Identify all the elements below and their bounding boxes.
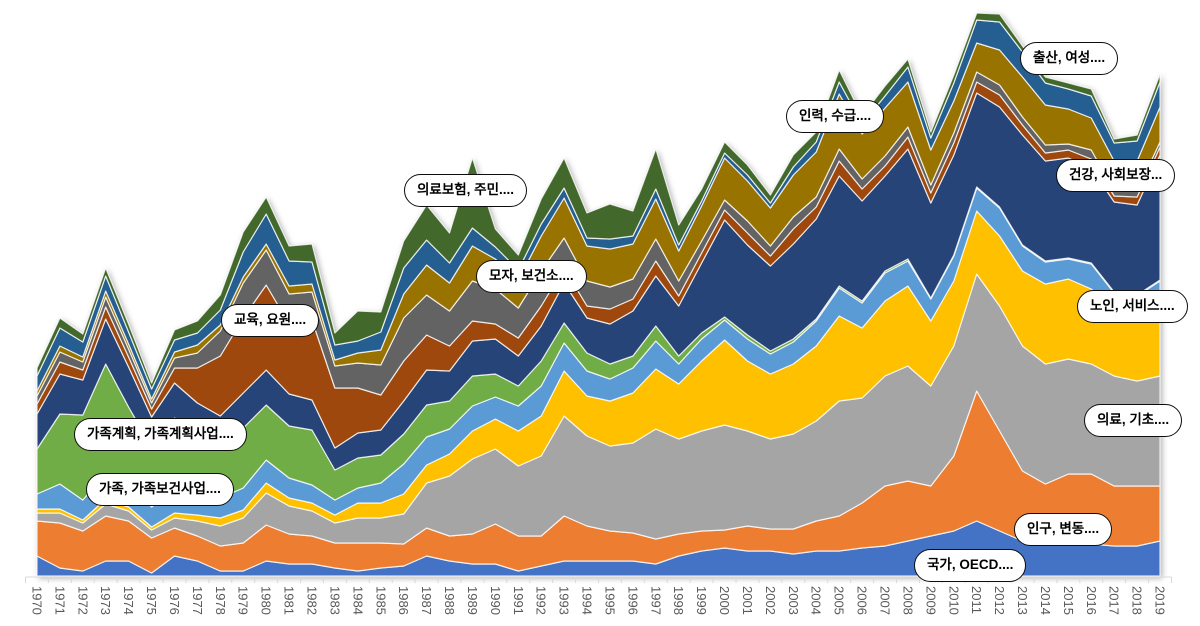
x-axis-label: 1978 xyxy=(213,586,228,615)
x-axis-label: 2011 xyxy=(969,586,984,614)
x-axis-label: 2016 xyxy=(1084,586,1099,615)
x-axis-label: 2000 xyxy=(717,586,732,615)
series-callout-7: 건강, 사회보장... xyxy=(1056,159,1176,192)
x-axis-label: 1973 xyxy=(98,586,113,615)
x-axis-label: 2018 xyxy=(1130,586,1145,615)
series-callout-12: 출산, 여성.... xyxy=(1020,42,1119,75)
x-axis-label: 2007 xyxy=(878,586,893,615)
x-axis-label: 1989 xyxy=(465,586,480,615)
x-axis-label: 2002 xyxy=(763,586,778,615)
x-axis-label: 1981 xyxy=(282,586,297,615)
x-axis-label: 1971 xyxy=(52,586,67,615)
x-axis-label: 1990 xyxy=(488,586,503,615)
x-axis-label: 2013 xyxy=(1015,586,1030,615)
series-callout-2: 인구, 변동.... xyxy=(1014,513,1113,546)
x-axis-label: 2015 xyxy=(1061,586,1076,615)
x-axis-label: 1982 xyxy=(305,586,320,615)
x-axis-label: 1997 xyxy=(648,586,663,615)
series-callout-8: 교육, 요원.... xyxy=(221,304,320,337)
x-axis-label: 1976 xyxy=(167,586,182,615)
x-axis-label: 1992 xyxy=(534,586,549,615)
x-axis-label: 2003 xyxy=(786,586,801,615)
x-axis-label: 1998 xyxy=(671,586,686,615)
area-series-12 xyxy=(36,12,1161,390)
series-callout-6: 가족계획, 가족계획사업.... xyxy=(74,418,247,451)
x-axis-label: 2014 xyxy=(1038,586,1053,615)
x-axis-label: 1991 xyxy=(511,586,526,615)
x-axis-label: 1980 xyxy=(259,586,274,615)
x-axis-label: 2017 xyxy=(1107,586,1122,615)
x-axis-label: 1972 xyxy=(75,586,90,615)
x-axis-label: 1970 xyxy=(29,586,44,615)
x-axis-label: 1988 xyxy=(442,586,457,615)
series-callout-11: 인력, 수급.... xyxy=(786,100,885,133)
series-callout-3: 의료, 기초.... xyxy=(1084,404,1183,437)
x-axis-label: 1975 xyxy=(144,586,159,615)
series-callout-10: 의료보험, 주민.... xyxy=(404,174,528,207)
series-callout-4: 노인, 서비스.... xyxy=(1077,290,1188,323)
x-axis-label: 1999 xyxy=(694,586,709,615)
x-axis-label: 2006 xyxy=(855,586,870,615)
x-axis-label: 1974 xyxy=(121,586,136,615)
x-axis-label: 1987 xyxy=(419,586,434,615)
x-axis-label: 1985 xyxy=(373,586,388,615)
x-axis-label: 1977 xyxy=(190,586,205,615)
x-axis-label: 1995 xyxy=(602,586,617,615)
x-axis-label: 2009 xyxy=(923,586,938,615)
x-axis-label: 1986 xyxy=(396,586,411,615)
series-callout-9: 모자, 보건소.... xyxy=(476,260,587,293)
x-axis-label: 1983 xyxy=(327,586,342,615)
x-axis-label: 2012 xyxy=(992,586,1007,615)
x-axis-label: 1994 xyxy=(580,586,595,615)
series-callout-5: 가족, 가족보건사업.... xyxy=(86,473,234,506)
x-axis-label: 1993 xyxy=(557,586,572,615)
x-axis-label: 2019 xyxy=(1153,586,1168,615)
x-axis-label: 2008 xyxy=(900,586,915,615)
series-callout-1: 국가, OECD.... xyxy=(914,549,1027,582)
x-axis-label: 2010 xyxy=(946,586,961,615)
x-axis-label: 1979 xyxy=(236,586,251,615)
x-axis-label: 2004 xyxy=(809,586,824,615)
x-axis-label: 2001 xyxy=(740,586,755,615)
x-axis-label: 2005 xyxy=(832,586,847,615)
x-axis-label: 1984 xyxy=(350,586,365,615)
x-axis-label: 1996 xyxy=(625,586,640,615)
x-axis: 1970 1971 1972 1973 1974 1975 1976 1977 1978 1979… xyxy=(25,576,1172,615)
